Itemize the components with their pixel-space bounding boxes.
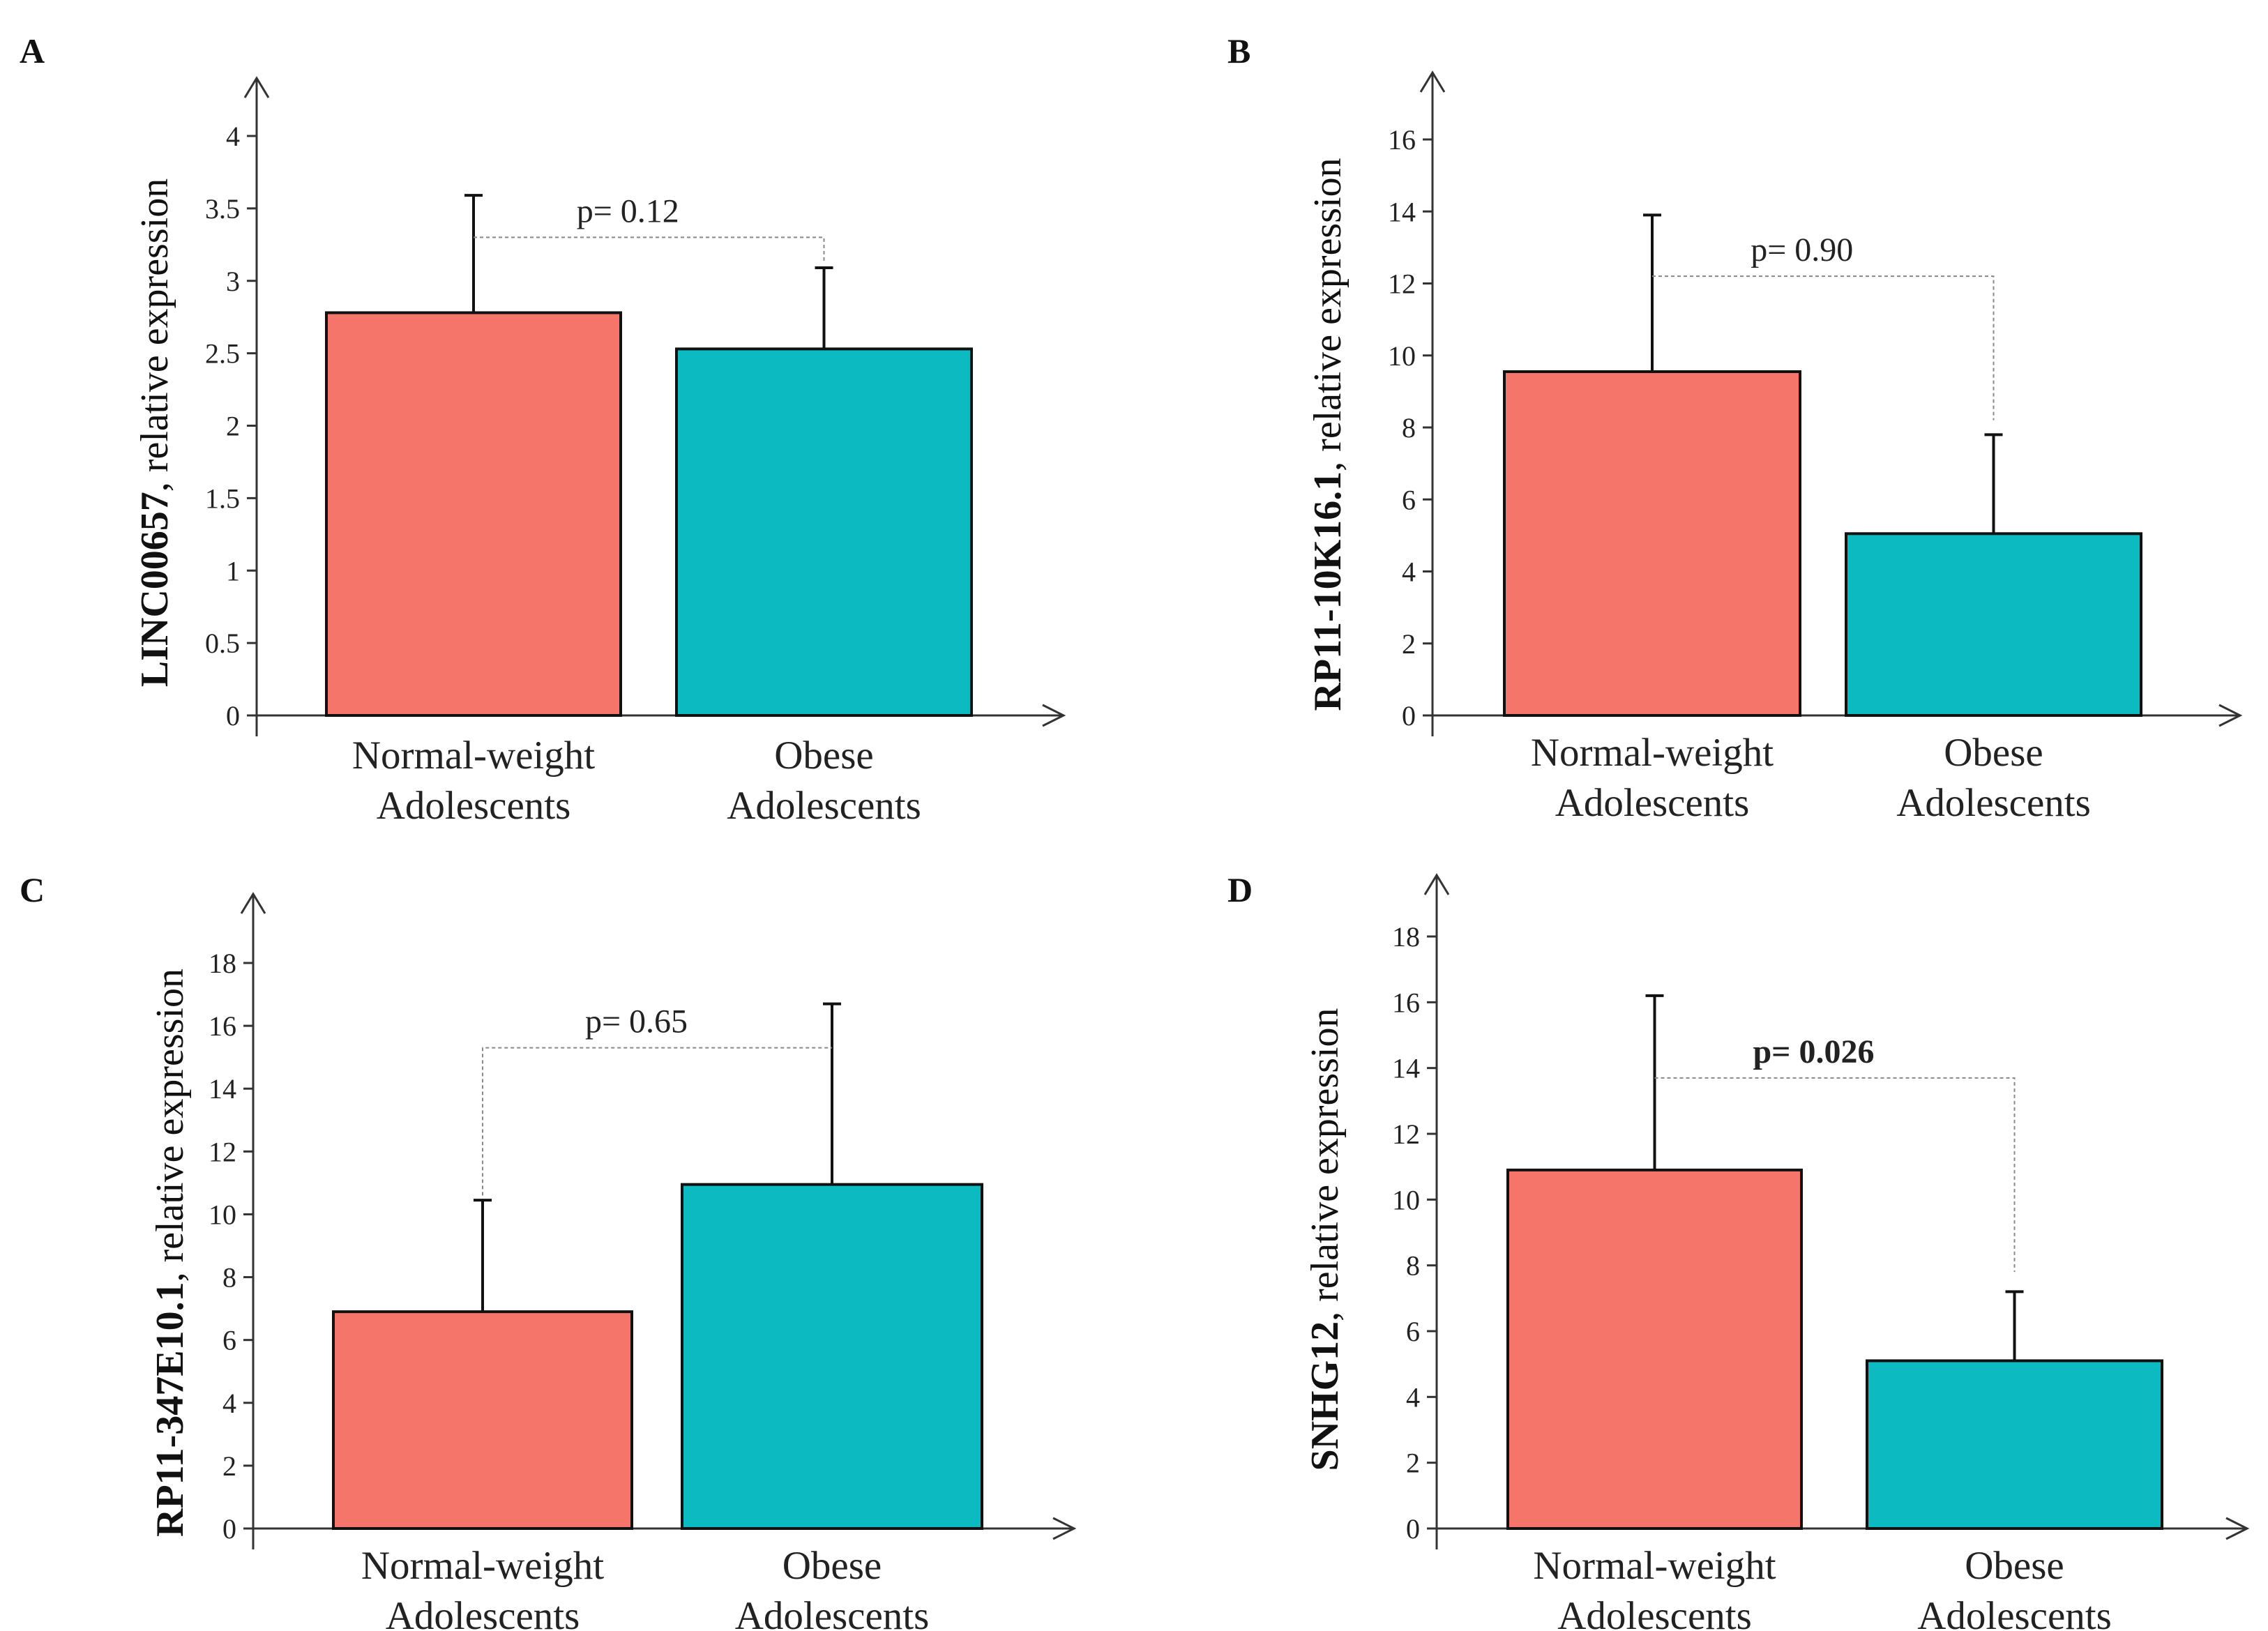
p-value-label: p= 0.90 [1751,232,1853,268]
y-tick-label: 6 [1406,1316,1420,1347]
y-tick-label: 4 [1402,556,1416,588]
gene-name: RP11-347E10.1 [149,1282,192,1537]
category-label: Adolescents [727,784,921,828]
y-tick-label: 2 [222,1450,236,1482]
y-axis-arrow-icon [1419,70,1446,93]
y-tick-label: 10 [1388,340,1416,372]
y-tick-label: 14 [1388,196,1416,227]
y-axis-arrow-icon [1423,873,1450,895]
y-tick-label: 8 [222,1262,236,1294]
category-label: Obese [774,734,873,777]
y-axis-label-suffix: , relative expression [1303,1008,1347,1321]
category-label: Normal-weight [1533,1544,1776,1588]
panel-a: A 0 0.5 1 1.5 2 2.5 3 3.5 4 Normal-weight Adolescen… [20,31,1066,828]
y-tick-label: 18 [1392,921,1420,953]
y-tick-label: 3.5 [205,193,240,225]
panel-d: D 0 2 4 6 8 10 12 14 16 18 Normal-weight Adolescents… [1227,870,2250,1631]
y-axis-label-suffix: , relative expression [149,969,192,1282]
category-label: Adolescents [377,784,571,828]
y-tick-label: 3 [226,266,240,297]
y-tick-label: 6 [1402,484,1416,515]
category-label: Normal-weight [1531,731,1774,775]
y-tick-label: 14 [209,1073,236,1105]
y-tick-label: 16 [209,1010,236,1042]
y-tick-label: 0 [1406,1513,1420,1545]
significance-bracket [1654,1077,2016,1273]
y-axis-label: SNHG12, relative expression [1303,1008,1347,1471]
x-axis-arrow-icon [2225,1517,2250,1540]
y-tick-label: 2 [226,411,240,442]
y-tick-label: 0.5 [205,628,240,659]
bar [332,1310,633,1531]
category-label: Adolescents [1896,781,2091,825]
bar [1503,370,1801,717]
y-tick-label: 8 [1406,1250,1420,1282]
panel-letter: C [20,870,45,909]
category-label: Obese [1944,731,2043,775]
p-value-label: p= 0.12 [577,192,679,229]
x-axis-arrow-icon [1042,704,1066,727]
y-tick-label: 4 [222,1388,236,1419]
y-tick-label: 10 [209,1199,236,1230]
significance-bracket [474,236,825,264]
category-label: Normal-weight [361,1544,604,1588]
bar [1845,532,2142,717]
y-tick-label: 6 [222,1325,236,1356]
y-tick-label: 2.5 [205,338,240,370]
y-tick-label: 0 [222,1513,236,1545]
y-tick-label: 8 [1402,412,1416,443]
y-tick-label: 1.5 [205,483,240,514]
y-tick-label: 16 [1388,124,1416,155]
category-label: Obese [783,1544,882,1588]
y-tick-label: 0 [1402,700,1416,731]
gene-name: LINC00657 [133,492,176,687]
y-tick-label: 12 [209,1136,236,1167]
panel-letter: D [1227,870,1253,909]
category-label: Adolescents [386,1594,580,1631]
y-tick-label: 2 [1406,1448,1420,1479]
category-label: Adolescents [735,1594,930,1631]
gene-name: SNHG12 [1303,1321,1347,1471]
y-tick-label: 2 [1402,628,1416,660]
p-value-label: p= 0.026 [1753,1033,1874,1070]
y-tick-label: 16 [1392,987,1420,1018]
y-axis-label: RP11-10K16.1, relative expression [1306,158,1350,711]
category-label: Adolescents [1555,781,1750,825]
panel-letter: B [1227,31,1250,70]
y-tick-label: 18 [209,948,236,979]
category-label: Adolescents [1557,1594,1752,1631]
significance-bracket [482,1047,832,1196]
x-axis-arrow-icon [2218,704,2243,727]
y-axis-label: RP11-347E10.1, relative expression [149,969,192,1537]
y-tick-label: 12 [1388,268,1416,300]
bar [675,347,973,717]
significance-bracket [1652,275,1995,420]
bar [681,1183,983,1531]
y-tick-label: 4 [1406,1381,1420,1413]
y-axis-label-suffix: , relative expression [1306,158,1350,471]
category-label: Adolescents [1917,1594,2112,1631]
y-axis-arrow-icon [243,76,270,98]
x-axis-arrow-icon [1052,1517,1077,1540]
y-axis-arrow-icon [240,892,266,914]
bar [1866,1359,2163,1530]
bar [325,311,622,717]
category-label: Normal-weight [352,734,595,777]
y-axis-label: LINC00657, relative expression [133,179,176,687]
panel-c: C 0 2 4 6 8 10 12 14 16 18 Normal-weight Adolescents… [20,870,1077,1631]
y-tick-label: 0 [226,700,240,731]
y-axis-label-suffix: , relative expression [133,179,176,492]
p-value-label: p= 0.65 [585,1003,688,1040]
y-tick-label: 12 [1392,1118,1420,1150]
panel-b: B 0 2 4 6 8 10 12 14 16 Normal-weight Adolescents Ob… [1227,31,2243,825]
y-tick-label: 10 [1392,1184,1420,1215]
y-tick-label: 14 [1392,1053,1420,1084]
panel-letter: A [20,31,45,70]
category-label: Obese [1965,1544,2064,1588]
bar [1506,1168,1803,1530]
y-tick-label: 4 [226,121,240,152]
gene-name: RP11-10K16.1 [1306,471,1350,711]
y-tick-label: 1 [226,555,240,586]
